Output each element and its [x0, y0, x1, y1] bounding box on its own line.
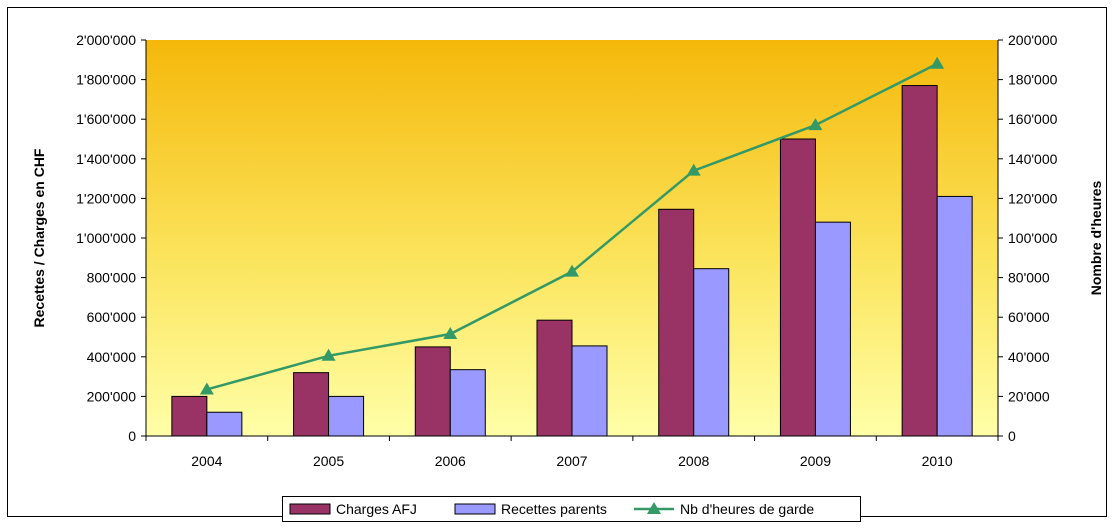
bar-recettes-parents-2009: [814, 221, 851, 437]
bar-recettes-parents-2008: [693, 268, 730, 437]
bar-charges-afj-2006: [414, 346, 451, 437]
y2-tick-label: 20'000: [1008, 388, 1050, 404]
line-marker-2009: [808, 118, 823, 131]
legend-label: Charges AFJ: [336, 501, 417, 517]
x-tick-label: 2004: [191, 453, 222, 469]
y-axis-title: Recettes / Charges en CHF: [31, 148, 47, 327]
bar-charges-afj-2008: [658, 208, 695, 437]
legend: Charges AFJ Recettes parents Nb d'heures d…: [282, 496, 861, 522]
bar-charges-afj-2005: [293, 372, 330, 437]
line-marker-2007: [565, 264, 579, 277]
line-marker-2004: [199, 382, 214, 395]
bar-recettes-parents-2006: [449, 369, 486, 437]
y-tick-label: 1'400'000: [76, 151, 136, 167]
y-tick-label: 600'000: [87, 309, 137, 325]
legend-label: Recettes parents: [501, 501, 607, 517]
line-marker-2008: [686, 163, 701, 176]
y2-tick-label: 100'000: [1008, 230, 1058, 246]
y-tick-label: 0: [128, 428, 136, 444]
y2-tick-label: 160'000: [1008, 111, 1058, 127]
y2-tick-label: 140'000: [1008, 151, 1058, 167]
bar-charges-afj-2007: [536, 319, 573, 437]
bar-recettes-parents-2004: [206, 411, 243, 437]
bar-recettes-parents-2010: [936, 195, 973, 437]
legend-box: [282, 496, 861, 522]
bar-charges-afj-2004: [171, 395, 208, 437]
legend-swatch: [454, 503, 496, 515]
line-marker-2005: [321, 348, 336, 361]
y-tick-label: 1'600'000: [76, 111, 136, 127]
y2-tick-label: 40'000: [1008, 349, 1050, 365]
y-tick-label: 400'000: [87, 349, 137, 365]
bar-recettes-parents-2007: [571, 345, 608, 437]
y-tick-label: 1'000'000: [76, 230, 136, 246]
y-tick-label: 1'200'000: [76, 190, 136, 206]
y-tick-label: 1'800'000: [76, 72, 136, 88]
x-tick-label: 2010: [922, 453, 953, 469]
x-tick-label: 2007: [556, 453, 587, 469]
bar-charges-afj-2010: [901, 85, 938, 437]
line-marker-2010: [930, 56, 945, 69]
bar-recettes-parents-2005: [328, 395, 365, 437]
legend-swatch: [289, 503, 331, 515]
bar-charges-afj-2009: [779, 138, 816, 437]
y2-tick-label: 0: [1008, 428, 1016, 444]
y2-tick-label: 180'000: [1008, 72, 1058, 88]
y-tick-label: 800'000: [87, 270, 137, 286]
y2-tick-label: 120'000: [1008, 190, 1058, 206]
x-tick-label: 2005: [313, 453, 344, 469]
y2-tick-label: 200'000: [1008, 32, 1058, 48]
y-tick-label: 200'000: [87, 388, 137, 404]
y-tick-label: 2'000'000: [76, 32, 136, 48]
y2-axis-title: Nombre d'heures: [1088, 180, 1104, 295]
legend-label: Nb d'heures de garde: [680, 501, 814, 517]
x-tick-label: 2006: [435, 453, 466, 469]
y2-tick-label: 60'000: [1008, 309, 1050, 325]
legend-swatch-marker: [647, 502, 661, 514]
x-tick-label: 2009: [800, 453, 831, 469]
line-marker-2006: [443, 327, 458, 340]
y2-tick-label: 80'000: [1008, 270, 1050, 286]
x-tick-label: 2008: [678, 453, 709, 469]
